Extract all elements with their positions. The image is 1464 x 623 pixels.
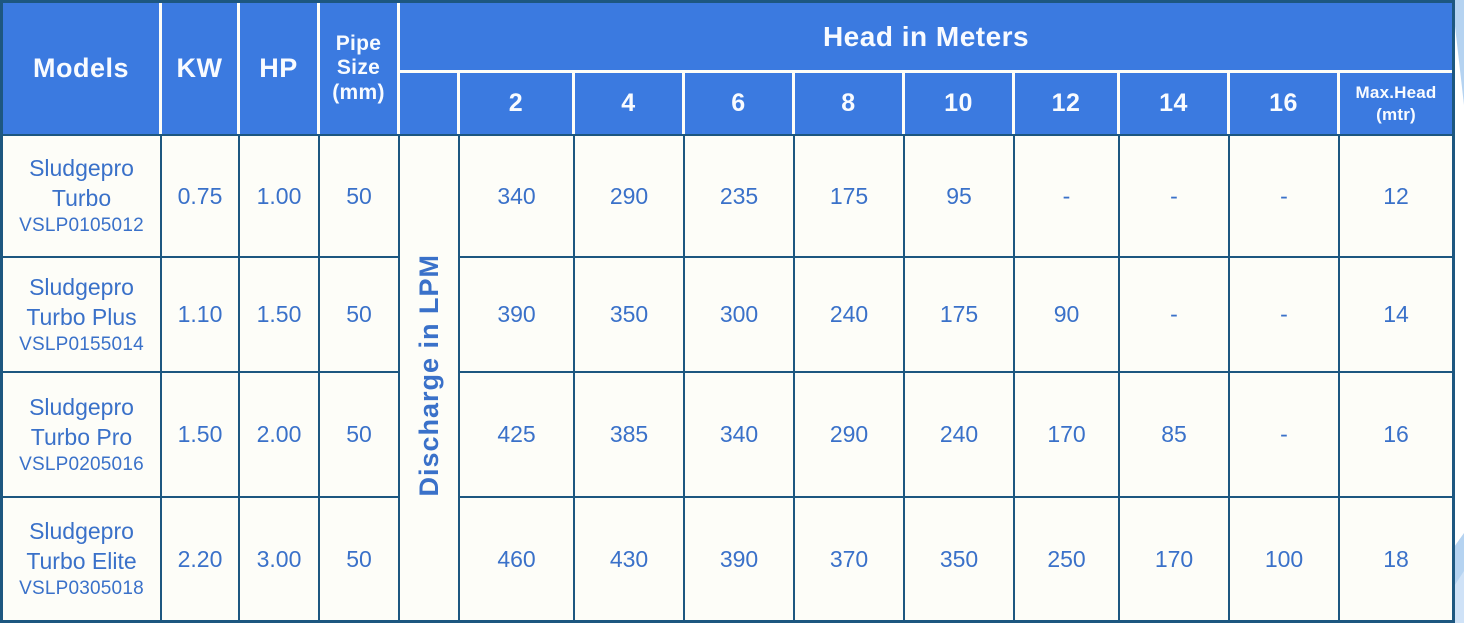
discharge-value-cell: -: [1120, 134, 1230, 256]
pipe-size-cell: 50: [320, 371, 400, 496]
discharge-value-cell: -: [1230, 134, 1340, 256]
hp-cell: 1.00: [240, 134, 320, 256]
discharge-value-cell: 240: [795, 256, 905, 371]
model-code: VSLP0155014: [19, 333, 144, 355]
hp-cell: 2.00: [240, 371, 320, 496]
model-name: Sludgepro Turbo: [29, 155, 134, 212]
table-row-sludgepro-turbo: Sludgepro Turbo VSLP0105012 0.75 1.00 50…: [3, 134, 1453, 620]
model-name: Sludgepro Turbo Pro: [29, 393, 134, 450]
discharge-value-cell: 250: [1015, 496, 1120, 620]
kw-column-header: KW: [162, 3, 240, 134]
discharge-value-cell: 460: [460, 496, 575, 620]
discharge-value-cell: 340: [685, 371, 795, 496]
discharge-value-cell: 425: [460, 371, 575, 496]
kw-cell: 1.10: [162, 256, 240, 371]
discharge-value-cell: 175: [905, 256, 1015, 371]
pipe-size-cell: 50: [320, 496, 400, 620]
hp-cell: 1.50: [240, 256, 320, 371]
model-cell: Sludgepro Turbo Elite VSLP0305018: [3, 496, 162, 620]
discharge-value-cell: 85: [1120, 371, 1230, 496]
discharge-value-cell: 90: [1015, 256, 1120, 371]
head-column-header-6: 6: [685, 73, 795, 134]
table-row-sludgepro-turbo-elite: Sludgepro Turbo Elite VSLP0305018 2.20 3…: [3, 496, 1453, 620]
discharge-value-cell: -: [1015, 134, 1120, 256]
discharge-value-cell: 370: [795, 496, 905, 620]
discharge-value-cell: 290: [575, 134, 685, 256]
discharge-value-cell: 235: [685, 134, 795, 256]
pipe-size-column-header: Pipe Size (mm): [320, 3, 400, 134]
model-code: VSLP0205016: [19, 453, 144, 475]
pipe-size-cell: 50: [320, 256, 400, 371]
hp-column-header: HP: [240, 3, 320, 134]
discharge-in-lpm-label-cell: Discharge in LPM: [400, 134, 460, 620]
model-cell: Sludgepro Turbo Plus VSLP0155014: [3, 256, 162, 371]
head-column-header-8: 8: [795, 73, 905, 134]
discharge-value-cell: 350: [575, 256, 685, 371]
discharge-in-lpm-label: Discharge in LPM: [413, 253, 444, 497]
max-head-cell: 12: [1340, 134, 1453, 256]
discharge-value-cell: 170: [1015, 371, 1120, 496]
discharge-value-cell: 350: [905, 496, 1015, 620]
kw-cell: 0.75: [162, 134, 240, 256]
discharge-value-cell: 175: [795, 134, 905, 256]
kw-cell: 1.50: [162, 371, 240, 496]
head-column-header-2: 2: [460, 73, 575, 134]
hp-cell: 3.00: [240, 496, 320, 620]
discharge-value-cell: 430: [575, 496, 685, 620]
discharge-value-cell: -: [1230, 371, 1340, 496]
table-row-sludgepro-turbo-plus: Sludgepro Turbo Plus VSLP0155014 1.10 1.…: [3, 256, 1453, 371]
max-head-cell: 16: [1340, 371, 1453, 496]
model-code: VSLP0105012: [19, 215, 144, 237]
discharge-value-cell: 95: [905, 134, 1015, 256]
max-head-cell: 18: [1340, 496, 1453, 620]
models-column-header: Models: [3, 3, 162, 134]
discharge-value-cell: -: [1230, 256, 1340, 371]
discharge-value-cell: -: [1120, 256, 1230, 371]
discharge-spacer-header-cell: [400, 73, 460, 134]
head-in-meters-group-header: Head in Meters: [400, 3, 1453, 73]
discharge-value-cell: 390: [460, 256, 575, 371]
discharge-value-cell: 340: [460, 134, 575, 256]
model-code: VSLP0305018: [19, 578, 144, 600]
head-column-header-16: 16: [1230, 73, 1340, 134]
model-cell: Sludgepro Turbo VSLP0105012: [3, 134, 162, 256]
discharge-value-cell: 170: [1120, 496, 1230, 620]
table-row-sludgepro-turbo-pro: Sludgepro Turbo Pro VSLP0205016 1.50 2.0…: [3, 371, 1453, 496]
discharge-value-cell: 290: [795, 371, 905, 496]
model-name: Sludgepro Turbo Plus: [26, 273, 137, 330]
max-head-column-header: Max.Head (mtr): [1340, 73, 1453, 134]
pipe-size-cell: 50: [320, 134, 400, 256]
discharge-value-cell: 390: [685, 496, 795, 620]
discharge-value-cell: 100: [1230, 496, 1340, 620]
discharge-value-cell: 300: [685, 256, 795, 371]
discharge-value-cell: 240: [905, 371, 1015, 496]
head-column-header-4: 4: [575, 73, 685, 134]
kw-cell: 2.20: [162, 496, 240, 620]
max-head-cell: 14: [1340, 256, 1453, 371]
head-column-header-14: 14: [1120, 73, 1230, 134]
model-cell: Sludgepro Turbo Pro VSLP0205016: [3, 371, 162, 496]
head-column-header-10: 10: [905, 73, 1015, 134]
model-name: Sludgepro Turbo Elite: [26, 518, 137, 575]
head-column-header-12: 12: [1015, 73, 1120, 134]
discharge-value-cell: 385: [575, 371, 685, 496]
